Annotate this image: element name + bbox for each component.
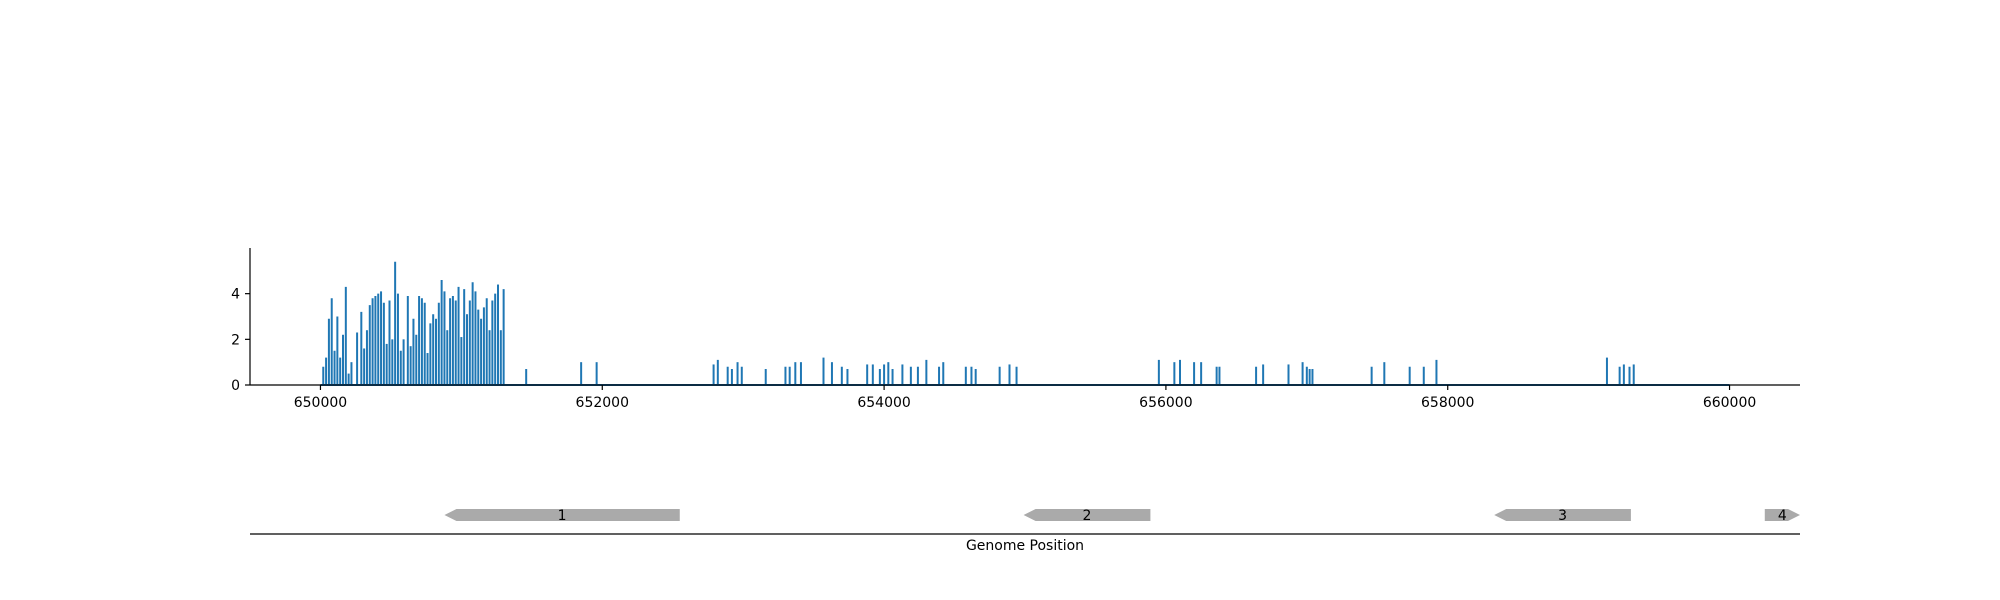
coverage-bars xyxy=(322,261,1635,385)
x-tick-label: 660000 xyxy=(1703,395,1756,411)
gene-track: 1 2 3 4 Genome Position xyxy=(250,508,1800,554)
gene-arrow xyxy=(1764,509,1800,521)
x-tick-label: 658000 xyxy=(1421,395,1474,411)
coverage-plot: 0 2 4 650000 652000 654000 656000 658000 660000 xyxy=(231,248,1800,411)
y-tick-label: 0 xyxy=(231,378,240,394)
y-tick-label: 4 xyxy=(231,287,240,303)
gene-label: 3 xyxy=(1558,508,1567,524)
gene-label: 1 xyxy=(558,508,567,524)
y-axis-ticks: 0 2 4 xyxy=(231,287,250,394)
x-tick-label: 656000 xyxy=(1139,395,1192,411)
gene-arrow xyxy=(1494,509,1631,521)
x-tick-label: 654000 xyxy=(857,395,910,411)
x-axis-ticks: 650000 652000 654000 656000 658000 660000 xyxy=(294,385,1756,411)
y-tick-label: 2 xyxy=(231,332,240,348)
gene-arrow xyxy=(1023,509,1151,521)
x-tick-label: 652000 xyxy=(576,395,629,411)
gene-arrow xyxy=(444,509,680,521)
gene-label: 2 xyxy=(1083,508,1092,524)
x-axis-label: Genome Position xyxy=(966,538,1084,554)
gene-label: 4 xyxy=(1778,508,1787,524)
x-tick-label: 650000 xyxy=(294,395,347,411)
gene-arrows: 1 2 3 4 xyxy=(444,508,1800,524)
